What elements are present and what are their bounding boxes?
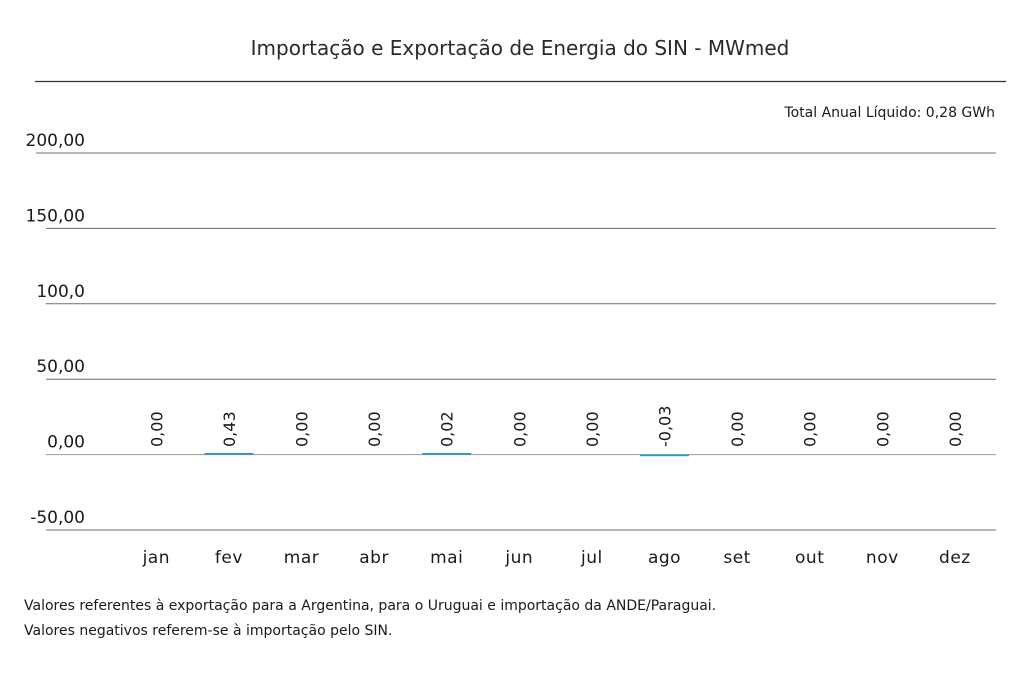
y-tick-label: 200,00 — [26, 131, 85, 151]
y-tick-label: 100,0 — [36, 282, 85, 302]
total-annual-label: Total Anual Líquido: 0,28 GWh — [783, 105, 995, 121]
x-tick-label: jan — [142, 548, 170, 568]
footnote-exports: Valores referentes à exportação para a A… — [24, 598, 717, 614]
chart-title: Importação e Exportação de Energia do SI… — [251, 36, 790, 60]
y-tick-label: 50,00 — [36, 357, 85, 377]
data-label: 0,00 — [801, 411, 820, 447]
x-tick-label: dez — [939, 548, 971, 568]
bars — [204, 453, 689, 457]
x-tick-label: fev — [215, 548, 243, 568]
x-axis-ticks: jan fev mar abr mai jun jul ago set out nov dez — [142, 548, 971, 568]
x-tick-label: set — [723, 548, 750, 568]
data-label: -0,03 — [656, 406, 675, 447]
x-tick-label: mar — [284, 548, 319, 568]
chart-area: Importação e Exportação de Energia do SI… — [26, 36, 1006, 568]
footnote-negative-values: Valores negativos referem-se à importaçã… — [24, 623, 393, 639]
data-label: 0,02 — [438, 411, 457, 447]
data-label: 0,00 — [293, 411, 312, 447]
data-labels: 0,00 0,43 0,00 0,00 0,02 0,00 0,00 -0,03 0,00 0,0… — [147, 406, 965, 447]
data-label: 0,00 — [728, 411, 747, 447]
bar — [422, 453, 472, 455]
x-tick-label: abr — [359, 548, 389, 568]
data-label: 0,00 — [147, 411, 166, 447]
x-tick-label: mai — [430, 548, 463, 568]
y-tick-label: -50,00 — [30, 508, 85, 528]
data-label: 0,00 — [365, 411, 384, 447]
y-tick-label: 0,00 — [47, 433, 85, 453]
data-label: 0,43 — [220, 411, 239, 447]
bar — [640, 454, 689, 457]
x-tick-label: nov — [866, 548, 899, 568]
x-tick-label: ago — [648, 548, 681, 568]
data-label: 0,00 — [873, 411, 892, 447]
data-label: 0,00 — [583, 411, 602, 447]
x-tick-label: jul — [580, 548, 603, 568]
bar — [204, 453, 254, 455]
data-label: 0,00 — [946, 411, 965, 447]
data-label: 0,00 — [510, 411, 529, 447]
x-tick-label: out — [795, 548, 824, 568]
gridlines: 200,00 150,00 100,0 50,00 0,00 -50,00 — [26, 131, 996, 531]
x-tick-label: jun — [504, 548, 533, 568]
y-tick-label: 150,00 — [26, 206, 85, 226]
